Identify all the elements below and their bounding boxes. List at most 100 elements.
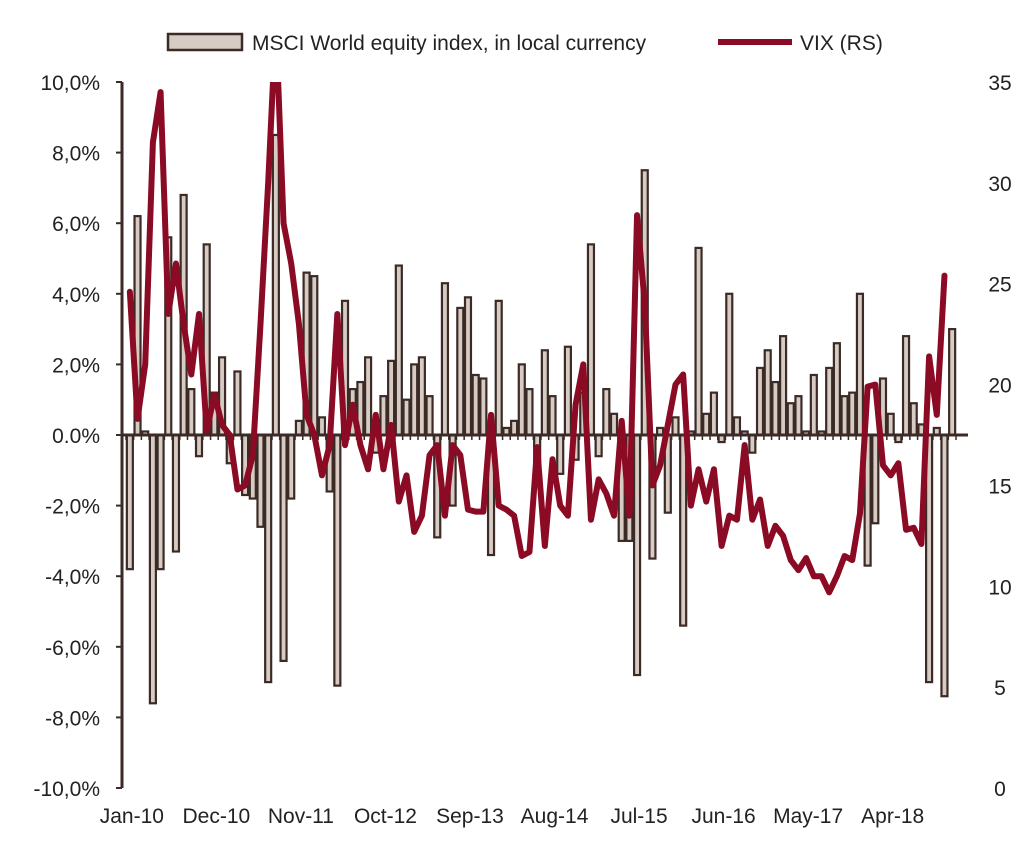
y-right-tick-label: 25 xyxy=(988,274,1011,297)
bar xyxy=(548,395,557,437)
y-left-tick-label: 10,0% xyxy=(40,72,100,95)
bar xyxy=(586,243,596,437)
bar xyxy=(540,349,549,437)
bar xyxy=(310,275,319,437)
bar xyxy=(194,433,204,458)
bar xyxy=(563,345,572,437)
bar xyxy=(317,416,327,437)
bar xyxy=(709,391,719,437)
y-right-tick-label: 35 xyxy=(988,72,1011,95)
bar xyxy=(510,419,519,437)
y-left-tick-label: 2,0% xyxy=(52,354,100,377)
bar xyxy=(794,395,803,437)
bar xyxy=(379,395,388,437)
x-tick-label: Aug-14 xyxy=(521,805,589,828)
bar xyxy=(279,433,288,663)
bar xyxy=(171,433,181,553)
y-right-tick-label: 0 xyxy=(994,778,1006,801)
bar xyxy=(556,433,565,475)
bar xyxy=(233,370,242,437)
bar xyxy=(909,402,918,437)
legend-bar-swatch xyxy=(166,32,244,52)
bar xyxy=(679,433,688,627)
bar xyxy=(825,366,834,437)
bar xyxy=(463,296,473,437)
bar xyxy=(271,133,280,437)
bar xyxy=(725,292,734,437)
x-tick-label: Jun-16 xyxy=(691,805,755,828)
bar xyxy=(525,388,534,437)
bar xyxy=(333,433,342,687)
bar xyxy=(156,433,165,571)
y-right-tick-label: 5 xyxy=(994,677,1006,700)
y-left-tick-label: -10,0% xyxy=(33,778,100,801)
bar xyxy=(748,433,757,454)
y-left-tick-label: 4,0% xyxy=(52,284,100,307)
x-tick-label: Oct-12 xyxy=(354,805,417,828)
tick-labels: -10,0% -8,0% -6,0% -4,0% -2,0% 0.0% 2,0% 4,0% 6,… xyxy=(33,72,1011,828)
bar xyxy=(410,363,419,437)
x-tick-label: Jan-10 xyxy=(100,805,164,828)
legend-bar-label: MSCI World equity index, in local curren… xyxy=(252,32,647,55)
bar xyxy=(840,395,849,437)
bar xyxy=(479,377,488,437)
bar xyxy=(602,388,611,437)
bar xyxy=(848,391,857,437)
x-tick-label: Dec-10 xyxy=(183,805,251,828)
line-series xyxy=(126,82,948,596)
y-left-tick-label: -2,0% xyxy=(45,496,100,519)
bar xyxy=(363,356,373,437)
y-left-tick-label: -8,0% xyxy=(45,707,100,730)
bar xyxy=(855,292,865,437)
y-left-tick-label: 0.0% xyxy=(52,425,100,448)
legend-line-label: VIX (RS) xyxy=(800,32,883,55)
x-tick-label: Jul-15 xyxy=(610,805,667,828)
x-tick-label: Sep-13 xyxy=(436,805,504,828)
bar-series xyxy=(125,133,957,705)
bar xyxy=(256,433,265,528)
bar xyxy=(901,335,911,437)
bar xyxy=(832,342,841,437)
bar xyxy=(886,412,895,437)
vix-line xyxy=(126,82,948,596)
y-right-tick-label: 20 xyxy=(988,375,1011,398)
y-right-tick-label: 30 xyxy=(988,173,1011,196)
y-left-tick-label: 8,0% xyxy=(52,143,100,166)
bar xyxy=(940,433,949,698)
y-right-tick-label: 15 xyxy=(988,475,1011,498)
bar xyxy=(148,433,157,705)
bar xyxy=(471,373,480,437)
bar xyxy=(402,398,411,437)
bar xyxy=(948,328,957,437)
bar xyxy=(755,366,765,437)
bar xyxy=(763,349,772,437)
bar xyxy=(264,433,273,684)
y-left-tick-label: -6,0% xyxy=(45,637,100,660)
bar xyxy=(287,433,296,500)
bar xyxy=(671,416,680,437)
bar xyxy=(771,380,780,437)
bar xyxy=(594,433,603,458)
bar xyxy=(786,402,795,437)
bar xyxy=(294,419,304,437)
bar xyxy=(732,416,742,437)
bar xyxy=(871,433,880,525)
bar xyxy=(417,356,426,437)
bar xyxy=(609,412,619,437)
legend: MSCI World equity index, in local curren… xyxy=(166,32,883,55)
bar xyxy=(809,373,818,437)
bar xyxy=(702,412,711,437)
x-tick-label: May-17 xyxy=(773,805,843,828)
bar xyxy=(517,363,526,437)
y-right-tick-label: 10 xyxy=(988,576,1011,599)
bar xyxy=(694,246,703,437)
x-tick-label: Apr-18 xyxy=(861,805,924,828)
y-left-tick-label: -4,0% xyxy=(45,566,100,589)
bar xyxy=(632,433,642,677)
y-left-tick-label: 6,0% xyxy=(52,213,100,236)
bar xyxy=(187,388,196,437)
bar xyxy=(440,282,450,437)
bar xyxy=(125,433,134,571)
x-tick-label: Nov-11 xyxy=(268,805,334,828)
